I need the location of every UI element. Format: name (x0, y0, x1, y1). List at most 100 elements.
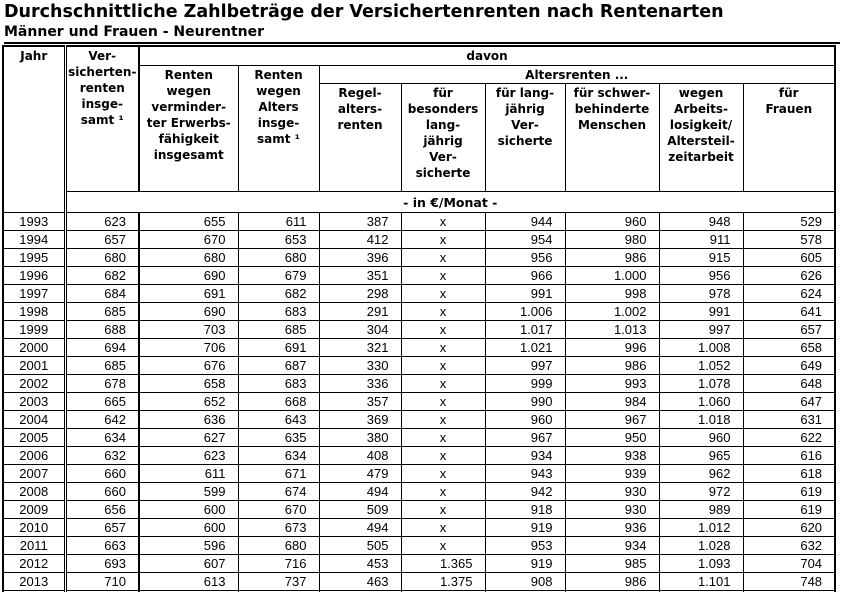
value-cell: 1.021 (484, 338, 566, 357)
value-cell: x (400, 302, 486, 321)
year-cell: 1996 (2, 266, 67, 285)
value-cell: x (400, 284, 486, 303)
year-cell: 2002 (2, 374, 67, 393)
value-cell: 704 (742, 554, 836, 573)
header-row-2: Renten wegen verminder- ter Erwerbs- fäh… (3, 65, 836, 192)
value-cell: 986 (564, 248, 660, 267)
table-header: Jahr Ver- sicherten- renten insge- samt … (2, 45, 836, 213)
value-cell: x (400, 410, 486, 429)
value-cell: 632 (742, 536, 836, 555)
value-cell: 670 (138, 230, 239, 249)
value-cell: 908 (484, 572, 566, 591)
value-cell: 657 (64, 230, 140, 249)
table-row: 1998 685 690 683 291 x 1.006 1.002 991 641 (2, 302, 836, 321)
value-cell: 619 (742, 482, 836, 501)
value-cell: 684 (64, 284, 140, 303)
value-cell: 380 (318, 428, 402, 447)
unit-row: - in €/Monat - (3, 191, 836, 213)
table-row: 2011 663 596 680 505 x 953 934 1.028 632 (2, 536, 836, 555)
value-cell: 607 (138, 554, 239, 573)
value-cell: 505 (318, 536, 402, 555)
value-cell: 682 (64, 266, 140, 285)
value-cell: 685 (64, 302, 140, 321)
value-cell: 634 (64, 428, 140, 447)
value-cell: 972 (658, 482, 744, 501)
value-cell: 965 (658, 446, 744, 465)
value-cell: 985 (564, 554, 660, 573)
header-versichertenrenten: Ver- sicherten- renten insge- samt ¹ (64, 45, 140, 192)
value-cell: 1.375 (400, 572, 486, 591)
value-cell: 740 (742, 590, 836, 592)
value-cell: 631 (742, 410, 836, 429)
value-cell: 990 (484, 392, 566, 411)
value-cell: 991 (658, 302, 744, 321)
pension-table: Jahr Ver- sicherten- renten insge- samt … (2, 45, 837, 592)
value-cell: 642 (64, 410, 140, 429)
value-cell: 991 (484, 284, 566, 303)
value-cell: 678 (64, 374, 140, 393)
value-cell: 613 (138, 572, 239, 591)
value-cell: 748 (742, 572, 836, 591)
value-cell: 670 (237, 500, 320, 519)
table-row: 2001 685 676 687 330 x 997 986 1.052 649 (2, 356, 836, 375)
value-cell: x (400, 482, 486, 501)
value-cell: 660 (64, 464, 140, 483)
value-cell: 694 (64, 338, 140, 357)
value-cell: 623 (64, 212, 140, 231)
header-davon: davon (138, 45, 836, 66)
value-cell: 671 (237, 464, 320, 483)
value-cell: 624 (742, 284, 836, 303)
value-cell: 934 (564, 536, 660, 555)
year-cell: 2011 (2, 536, 67, 555)
value-cell: 396 (318, 248, 402, 267)
value-cell: 655 (138, 212, 239, 231)
value-cell: 463 (318, 572, 402, 591)
year-cell: 2003 (2, 392, 67, 411)
value-cell: 1.008 (658, 338, 744, 357)
table-row: 2006 632 623 634 408 x 934 938 965 616 (2, 446, 836, 465)
value-cell: 1.006 (484, 302, 566, 321)
value-cell: 967 (484, 428, 566, 447)
value-cell: 1.078 (658, 374, 744, 393)
value-cell: 641 (742, 302, 836, 321)
value-cell: 605 (742, 248, 836, 267)
year-cell: 2009 (2, 500, 67, 519)
table-body: 1993 623 655 611 387 x 944 960 948 529 1994 657 670 6… (2, 212, 836, 592)
year-cell: 2005 (2, 428, 67, 447)
header-altersrenten: Altersrenten ... (318, 65, 836, 84)
value-cell: 915 (658, 248, 744, 267)
value-cell: x (400, 500, 486, 519)
value-cell: 680 (138, 248, 239, 267)
value-cell: 996 (564, 338, 660, 357)
table-row: 2004 642 636 643 369 x 960 967 1.018 631 (2, 410, 836, 429)
value-cell: 643 (237, 410, 320, 429)
value-cell: 939 (564, 464, 660, 483)
value-cell: 680 (64, 248, 140, 267)
table-row: 2012 693 607 716 453 1.365 919 985 1.093 704 (2, 554, 836, 573)
value-cell: 967 (564, 410, 660, 429)
header-besonders-langjaehrig: für besonders lang- jährig Ver- sicherte (400, 83, 486, 192)
value-cell: 647 (742, 392, 836, 411)
value-cell: 942 (484, 482, 566, 501)
value-cell: 1.052 (658, 356, 744, 375)
value-cell: 953 (484, 536, 566, 555)
year-cell: 2004 (2, 410, 67, 429)
value-cell: 412 (318, 230, 402, 249)
value-cell: 1.028 (658, 536, 744, 555)
value-cell: 652 (138, 392, 239, 411)
value-cell: 627 (138, 428, 239, 447)
table-row: 1997 684 691 682 298 x 991 998 978 624 (2, 284, 836, 303)
table-row: 2013 710 613 737 463 1.375 908 986 1.101 748 (2, 572, 836, 591)
value-cell: 632 (64, 446, 140, 465)
value-cell: 453 (318, 554, 402, 573)
value-cell: 618 (742, 464, 836, 483)
header-langjaehrig: für lang- jährig Ver- sicherte (484, 83, 566, 192)
value-cell: 998 (564, 284, 660, 303)
table-row: 1996 682 690 679 351 x 966 1.000 956 626 (2, 266, 836, 285)
value-cell: 690 (138, 266, 239, 285)
value-cell: 600 (138, 518, 239, 537)
table-row: 2005 634 627 635 380 x 967 950 960 622 (2, 428, 836, 447)
value-cell: 918 (484, 500, 566, 519)
value-cell: 685 (64, 356, 140, 375)
value-cell: 1.013 (564, 320, 660, 339)
